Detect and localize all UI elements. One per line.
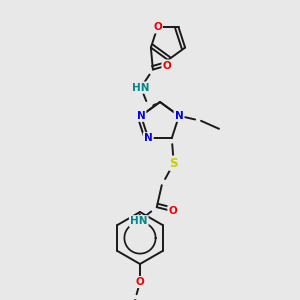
Text: S: S bbox=[169, 157, 178, 170]
Text: O: O bbox=[153, 22, 162, 32]
Text: N: N bbox=[175, 111, 183, 121]
Text: N: N bbox=[144, 133, 153, 143]
Text: O: O bbox=[168, 206, 177, 216]
Text: O: O bbox=[136, 277, 144, 287]
Text: O: O bbox=[163, 61, 171, 70]
Text: HN: HN bbox=[130, 216, 148, 226]
Text: N: N bbox=[136, 111, 146, 121]
Text: HN: HN bbox=[132, 82, 150, 93]
